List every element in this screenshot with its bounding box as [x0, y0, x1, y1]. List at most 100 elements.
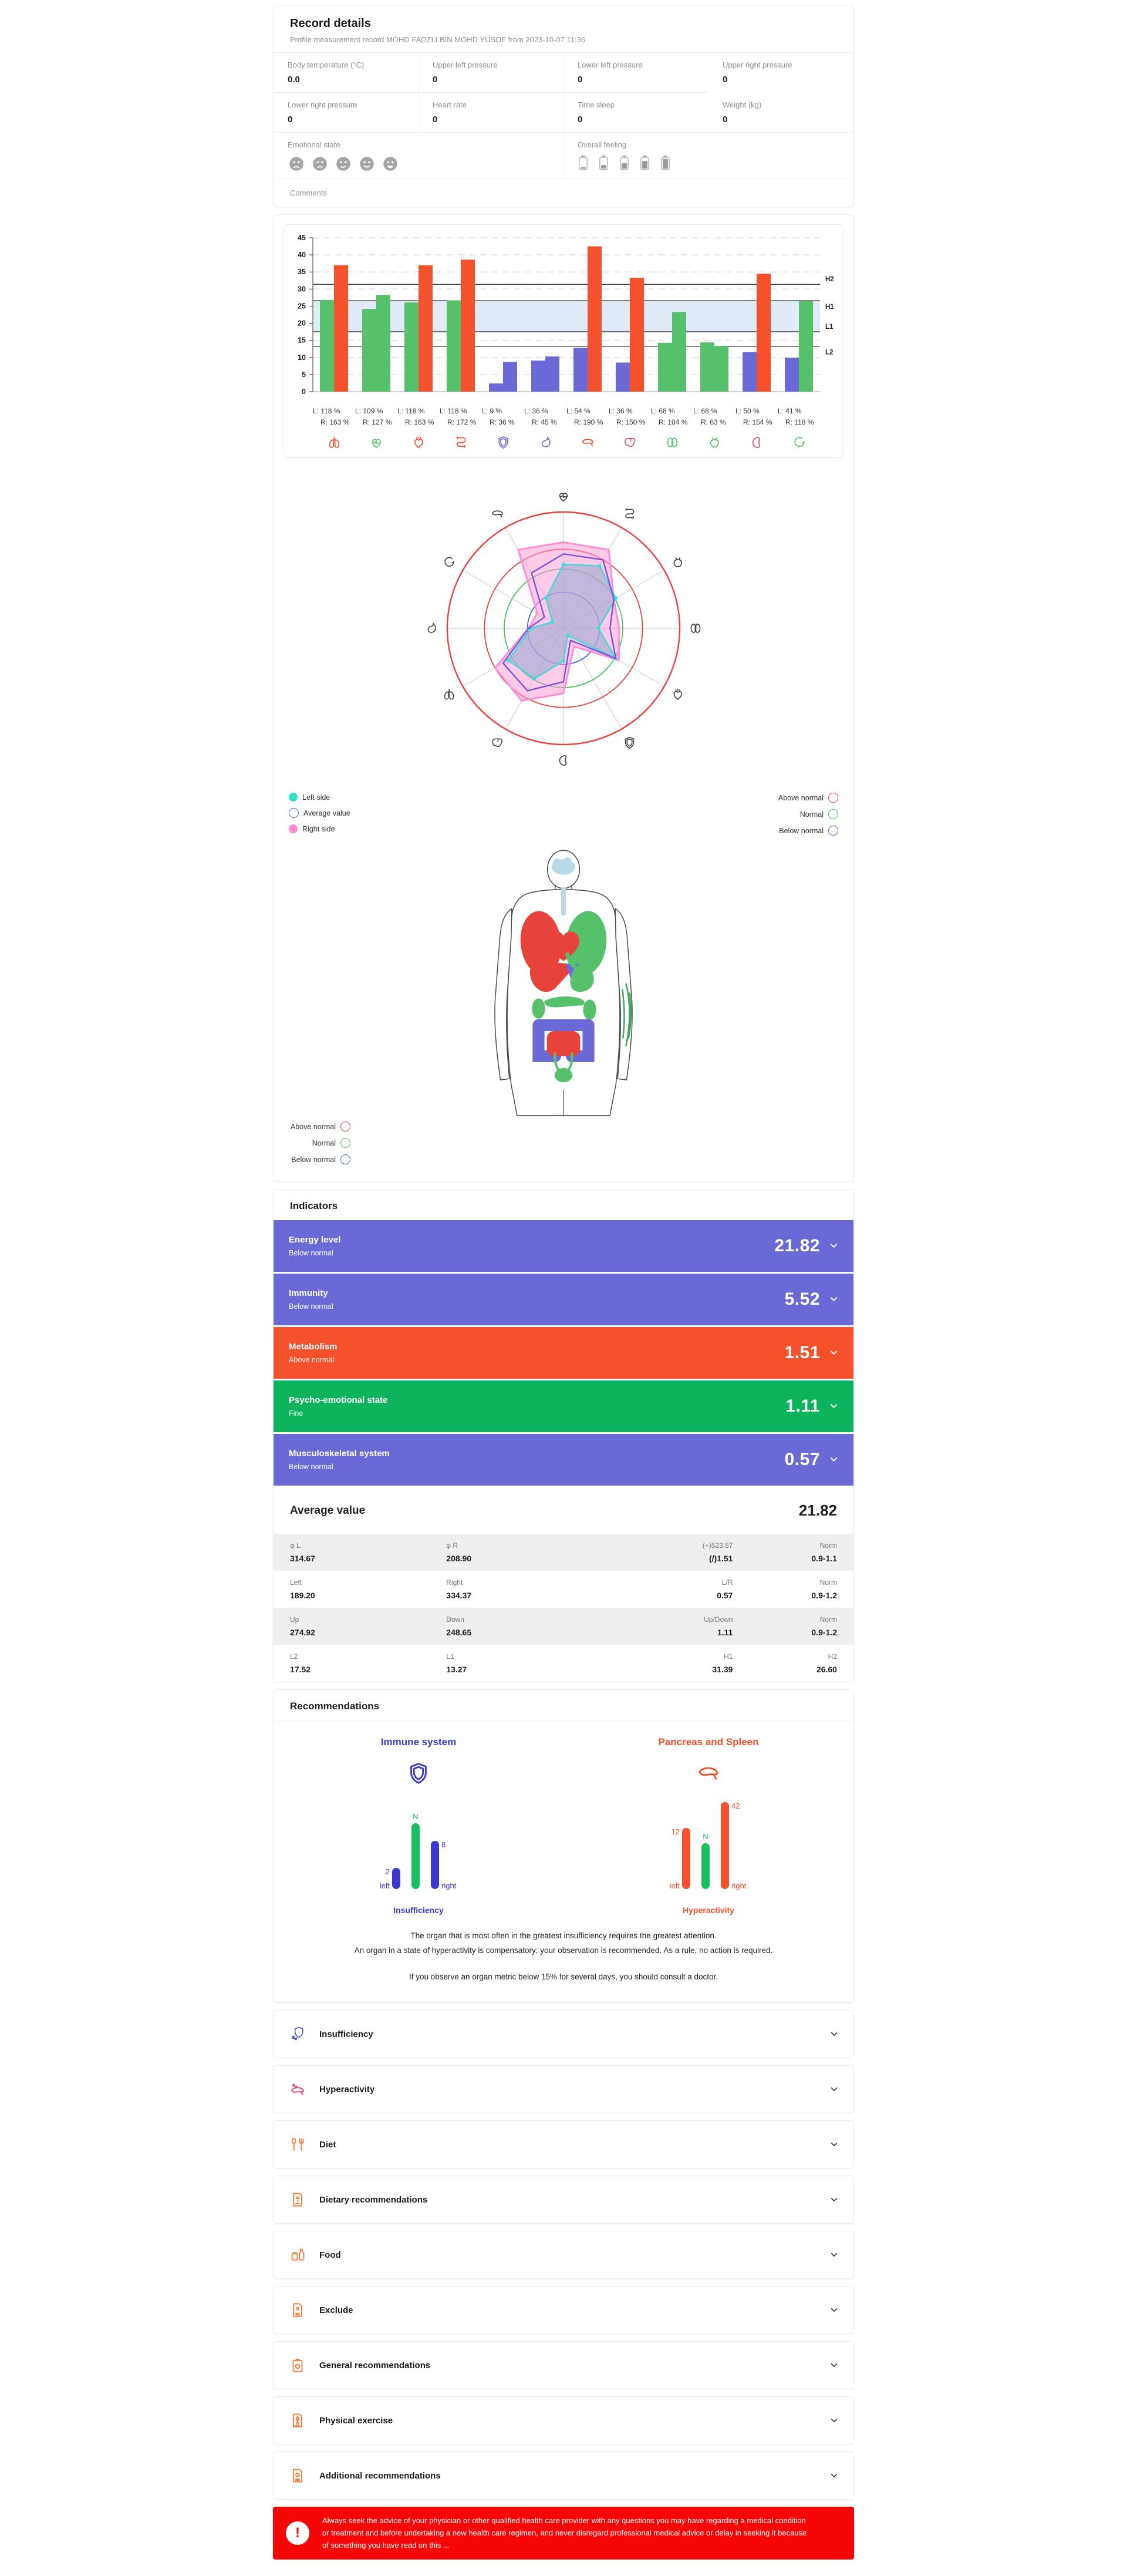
table-cell: φ L 314.67: [290, 1541, 446, 1563]
indicator-row[interactable]: Immunity Below normal 5.52: [274, 1274, 853, 1326]
kidneys-percent-label: L: 68 % R: 104 %: [651, 407, 688, 426]
indicator-row[interactable]: Musculoskeletal system Below normal 0.57: [274, 1434, 853, 1486]
table-cell: L2 17.52: [290, 1652, 446, 1674]
svg-text:42: 42: [731, 1801, 740, 1810]
gastrointestinal-tract-icon: [778, 427, 820, 453]
field-value: 0: [723, 115, 728, 124]
cell-label: Norm: [819, 1578, 837, 1587]
battery-level-icon[interactable]: [619, 154, 630, 171]
neutral-face-icon[interactable]: [335, 155, 352, 173]
indicator-value: 1.51: [784, 1343, 820, 1363]
indicators-title: Indicators: [290, 1200, 338, 1212]
field-value: 0: [433, 115, 438, 124]
charts-card: 0 5 10 15 20 25 30 35 40 45 H2 H1 L1 L2 L: 118 % R: 16…: [273, 214, 854, 1183]
svg-text:H1: H1: [825, 304, 834, 311]
intestines-radar-icon: [625, 508, 635, 520]
section-icon: [289, 2191, 306, 2208]
sad-face-icon[interactable]: [311, 155, 329, 173]
legend-swatch: [289, 808, 299, 819]
field-label: Upper right pressure: [723, 60, 792, 69]
left-kidney-organ: [583, 999, 596, 1020]
table-row: φ L 314.67 φ R 208.90 (+)523.57 (/)1.51 Norm 0.…: [274, 1534, 853, 1571]
chevron-down-icon: [830, 2470, 838, 2481]
emotional-state-picker[interactable]: [288, 155, 549, 173]
cell-label: φ L: [290, 1541, 301, 1550]
liver-percent-label: L: 36 % R: 150 %: [609, 407, 646, 426]
average-value: 21.82: [798, 1501, 837, 1520]
cardiovascular-system-percent-label: L: 118 % R: 163 %: [397, 407, 434, 426]
cell-value: 1.11: [717, 1628, 733, 1638]
section-row[interactable]: General recommendations: [273, 2341, 854, 2390]
indicator-row[interactable]: Energy level Below normal 21.82: [274, 1220, 853, 1272]
legend-label: Average value: [303, 809, 350, 817]
smiling-face-icon[interactable]: [358, 155, 376, 173]
table-cell: L1 13.27: [446, 1652, 602, 1674]
indicator-row[interactable]: Metabolism Above normal 1.51: [274, 1327, 853, 1379]
battery-level-icon[interactable]: [660, 154, 671, 171]
gastrointestinal-tract-radar-icon: [444, 557, 455, 567]
cell-label: Right: [446, 1578, 463, 1587]
battery-level-icon[interactable]: [639, 154, 650, 171]
cell-value: 17.52: [290, 1665, 311, 1675]
cell-value: 26.60: [816, 1665, 837, 1675]
field-value: 0: [433, 75, 438, 85]
section-icon: [289, 2246, 306, 2264]
section-row[interactable]: Additional recommendations: [273, 2452, 854, 2500]
table-cell: H1 31.39: [603, 1652, 733, 1674]
bar-chart: 0 5 10 15 20 25 30 35 40 45 H2 H1 L1 L2 L: 118 % R: 16…: [283, 224, 844, 459]
measurement-field: Heart rate 0: [419, 93, 564, 132]
recommendations-title: Recommendations: [274, 1690, 853, 1722]
svg-text:right: right: [441, 1881, 457, 1890]
battery-level-icon[interactable]: [598, 154, 609, 171]
comments-field[interactable]: Comments: [290, 188, 327, 197]
section-row[interactable]: Dietary recommendations: [273, 2176, 854, 2224]
happy-face-icon[interactable]: [382, 155, 399, 173]
legend-label: Below normal: [291, 1155, 336, 1164]
liver-radar-icon: [492, 738, 503, 747]
panel-title: Immune system: [380, 1736, 457, 1748]
svg-text:5: 5: [302, 371, 306, 379]
indicator-row[interactable]: Psycho-emotional state Fine 1.11: [274, 1380, 853, 1433]
section-row[interactable]: Physical exercise: [273, 2396, 854, 2445]
cell-label: L2: [290, 1652, 298, 1661]
table-cell: Norm 0.9-1.2: [733, 1615, 837, 1637]
legend-item: Left side: [289, 793, 350, 802]
section-row[interactable]: Exclude: [273, 2286, 854, 2335]
section-row[interactable]: Diet: [273, 2120, 854, 2169]
section-row[interactable]: Insufficiency: [273, 2010, 854, 2059]
cell-label: L/R: [721, 1578, 733, 1587]
table-row: L2 17.52 L1 13.27 H1 31.39 H2 26.60: [274, 1645, 853, 1682]
lungs-radar-icon: [444, 689, 454, 700]
cardiovascular-system-icon: [397, 427, 440, 453]
section-row[interactable]: Food: [273, 2231, 854, 2279]
intestines-icon: [440, 427, 482, 453]
section-row[interactable]: Hyperactivity: [273, 2065, 854, 2114]
measurement-field: Upper right pressure 0: [708, 53, 853, 93]
overall-feeling-picker[interactable]: [578, 154, 839, 171]
legend-swatch: [340, 1138, 350, 1149]
cell-label: φ R: [446, 1541, 458, 1550]
indicator-status: Above normal: [289, 1356, 335, 1365]
disclaimer-banner: ! Always seek the advice of your physici…: [273, 2507, 854, 2560]
svg-text:40: 40: [298, 251, 306, 259]
svg-text:25: 25: [298, 302, 306, 310]
legend-swatch: [340, 1122, 350, 1132]
section-icon: [289, 2467, 306, 2484]
brain-organ: [551, 857, 576, 875]
esophagus-organ: [565, 952, 576, 969]
legend-label: Below normal: [779, 826, 824, 835]
legend-label: Normal: [312, 1139, 336, 1147]
chevron-down-icon: [829, 1348, 838, 1358]
svg-text:N: N: [703, 1832, 708, 1841]
panel-title: Pancreas and Spleen: [658, 1736, 759, 1748]
cell-label: Up/Down: [704, 1615, 733, 1624]
battery-level-icon[interactable]: [578, 154, 589, 171]
table-cell: Norm 0.9-1.1: [733, 1541, 837, 1563]
indicator-status: Below normal: [289, 1463, 333, 1471]
legend-label: Above normal: [290, 1122, 336, 1131]
legend-item: Below normal: [282, 1154, 853, 1165]
gastrointestinal-tract-percent-label: L: 41 % R: 118 %: [778, 407, 814, 426]
very-sad-face-icon[interactable]: [288, 155, 305, 173]
svg-text:12: 12: [672, 1827, 680, 1836]
table-cell: H2 26.60: [733, 1652, 837, 1674]
